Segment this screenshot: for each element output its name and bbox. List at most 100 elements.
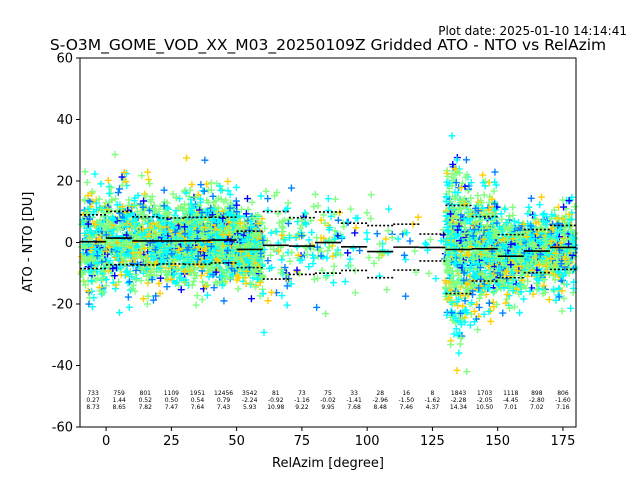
data-point bbox=[450, 260, 458, 268]
data-point bbox=[149, 296, 157, 304]
data-point bbox=[313, 234, 321, 242]
data-point bbox=[79, 278, 87, 286]
data-point bbox=[84, 287, 92, 295]
data-point bbox=[326, 224, 334, 232]
data-point bbox=[509, 235, 517, 243]
data-point bbox=[162, 219, 170, 227]
data-point bbox=[365, 254, 373, 262]
data-point bbox=[456, 340, 464, 348]
data-point bbox=[463, 288, 471, 296]
data-point bbox=[495, 223, 503, 231]
data-point bbox=[287, 280, 295, 288]
data-point bbox=[536, 201, 544, 209]
data-point bbox=[245, 233, 253, 241]
data-point bbox=[527, 194, 535, 202]
data-point bbox=[541, 288, 549, 296]
data-point bbox=[553, 214, 561, 222]
data-point bbox=[313, 243, 321, 251]
data-point bbox=[526, 240, 534, 248]
data-point bbox=[249, 255, 257, 263]
data-point bbox=[279, 224, 287, 232]
data-point bbox=[196, 195, 204, 203]
data-point bbox=[148, 276, 156, 284]
data-point bbox=[486, 257, 494, 265]
data-point bbox=[508, 283, 516, 291]
data-point bbox=[86, 234, 94, 242]
data-point bbox=[183, 246, 191, 254]
data-point bbox=[479, 179, 487, 187]
data-point bbox=[444, 257, 452, 265]
data-point bbox=[137, 277, 145, 285]
data-point bbox=[346, 255, 354, 263]
data-point bbox=[115, 185, 123, 193]
data-point bbox=[558, 272, 566, 280]
data-point bbox=[128, 231, 136, 239]
data-point bbox=[476, 228, 484, 236]
data-point bbox=[139, 254, 147, 262]
data-point bbox=[286, 234, 294, 242]
data-point bbox=[550, 206, 558, 214]
data-point bbox=[526, 287, 534, 295]
bin-mean-label: -2.24 bbox=[242, 397, 258, 404]
data-point bbox=[91, 245, 99, 253]
data-point bbox=[218, 281, 226, 289]
data-point bbox=[244, 252, 252, 260]
data-point bbox=[214, 218, 222, 226]
data-point bbox=[376, 249, 384, 257]
data-point bbox=[460, 269, 468, 277]
data-point bbox=[145, 176, 153, 184]
data-point bbox=[445, 251, 453, 259]
data-point bbox=[510, 265, 518, 273]
data-point bbox=[109, 216, 117, 224]
data-point bbox=[513, 243, 521, 251]
data-point bbox=[515, 219, 523, 227]
data-point bbox=[139, 295, 147, 303]
data-point bbox=[111, 195, 119, 203]
data-point bbox=[212, 268, 220, 276]
data-point bbox=[403, 229, 411, 237]
data-point bbox=[454, 226, 462, 234]
data-point bbox=[493, 300, 501, 308]
data-point bbox=[252, 283, 260, 291]
data-point bbox=[483, 251, 491, 259]
data-point bbox=[234, 285, 242, 293]
data-point bbox=[559, 196, 567, 204]
bin-mean-label: 0.50 bbox=[165, 397, 179, 404]
data-point bbox=[474, 207, 482, 215]
data-point bbox=[552, 296, 560, 304]
data-point bbox=[157, 268, 165, 276]
data-point bbox=[207, 179, 215, 187]
data-point bbox=[198, 247, 206, 255]
data-point bbox=[180, 204, 188, 212]
data-point bbox=[129, 245, 137, 253]
data-point bbox=[81, 168, 89, 176]
data-point bbox=[509, 211, 517, 219]
bin-mean-label: 1.44 bbox=[112, 397, 126, 404]
data-point bbox=[264, 195, 272, 203]
bin-std-label: 7.43 bbox=[217, 404, 231, 411]
data-point bbox=[536, 239, 544, 247]
data-point bbox=[520, 282, 528, 290]
bin-std-label: 7.68 bbox=[347, 404, 361, 411]
data-point bbox=[171, 228, 179, 236]
data-point bbox=[448, 132, 456, 140]
data-point bbox=[547, 255, 555, 263]
data-point bbox=[394, 235, 402, 243]
data-point bbox=[117, 271, 125, 279]
data-point bbox=[84, 209, 92, 217]
data-point bbox=[545, 296, 553, 304]
data-point bbox=[452, 325, 460, 333]
data-point bbox=[278, 256, 286, 264]
data-point bbox=[168, 250, 176, 258]
data-point bbox=[561, 259, 569, 267]
data-point bbox=[524, 262, 532, 270]
data-point bbox=[260, 328, 268, 336]
data-point bbox=[256, 268, 264, 276]
data-point bbox=[318, 266, 326, 274]
data-point bbox=[112, 285, 120, 293]
data-point bbox=[463, 309, 471, 317]
data-point bbox=[268, 263, 276, 271]
data-point bbox=[210, 205, 218, 213]
data-point bbox=[78, 243, 86, 251]
data-point bbox=[132, 266, 140, 274]
